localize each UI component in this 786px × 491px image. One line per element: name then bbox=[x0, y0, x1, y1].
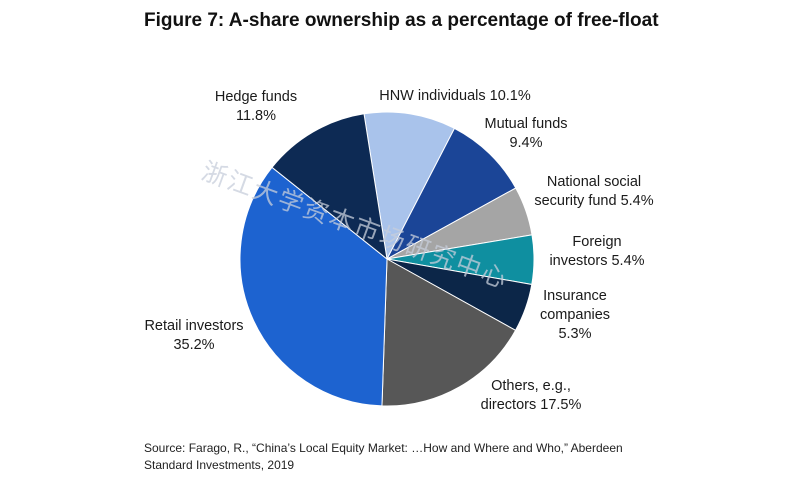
slice-label: Mutual funds 9.4% bbox=[484, 116, 567, 151]
pie-slice bbox=[239, 166, 388, 407]
slice-label-line: Others, e.g., bbox=[491, 378, 571, 394]
chart-title: Figure 7: A-share ownership as a percent… bbox=[144, 10, 659, 31]
slice-labels: HNW individuals 10.1% Mutual funds 9.4% Nat… bbox=[144, 88, 653, 413]
slice-label-line: 5.3% bbox=[558, 326, 591, 342]
slice-label-line: investors 5.4% bbox=[549, 253, 644, 269]
slice-label-line: 11.8% bbox=[236, 108, 276, 124]
slice-label-line: security fund 5.4% bbox=[534, 193, 653, 209]
slice-label: Foreign investors 5.4% bbox=[549, 234, 644, 269]
slice-label: Others, e.g., directors 17.5% bbox=[481, 378, 582, 413]
slice-label: Retail investors 35.2% bbox=[144, 318, 243, 353]
slice-label: National social security fund 5.4% bbox=[534, 174, 653, 209]
slice-label-line: Insurance bbox=[543, 288, 607, 304]
slice-label-line: directors 17.5% bbox=[481, 397, 582, 413]
slice-label-line: National social bbox=[547, 174, 641, 190]
slice-label-line: Retail investors bbox=[144, 318, 243, 334]
pie-slice bbox=[271, 113, 388, 261]
pie-slice bbox=[363, 111, 456, 261]
pie-slice bbox=[385, 127, 517, 261]
slice-label: HNW individuals 10.1% bbox=[379, 88, 531, 104]
source-line-1: Source: Farago, R., “China’s Local Equit… bbox=[144, 441, 623, 455]
source-note: Source: Farago, R., “China’s Local Equit… bbox=[144, 440, 644, 474]
slice-label-line: 35.2% bbox=[173, 337, 214, 353]
slice-label-line: companies bbox=[540, 307, 610, 323]
source-line-2: Standard Investments, 2019 bbox=[144, 458, 295, 472]
slice-label-line: Foreign bbox=[572, 234, 621, 250]
slice-label-line: 9.4% bbox=[509, 135, 542, 151]
slice-label-line: HNW individuals 10.1% bbox=[379, 88, 531, 104]
pie-slices bbox=[239, 111, 535, 407]
pie-slice bbox=[381, 258, 517, 407]
slice-label-line: Mutual funds bbox=[484, 116, 567, 132]
slice-label: Insurance companies 5.3% bbox=[540, 288, 610, 342]
slice-label-line: Hedge funds bbox=[215, 89, 297, 105]
slice-label: Hedge funds 11.8% bbox=[215, 89, 297, 124]
